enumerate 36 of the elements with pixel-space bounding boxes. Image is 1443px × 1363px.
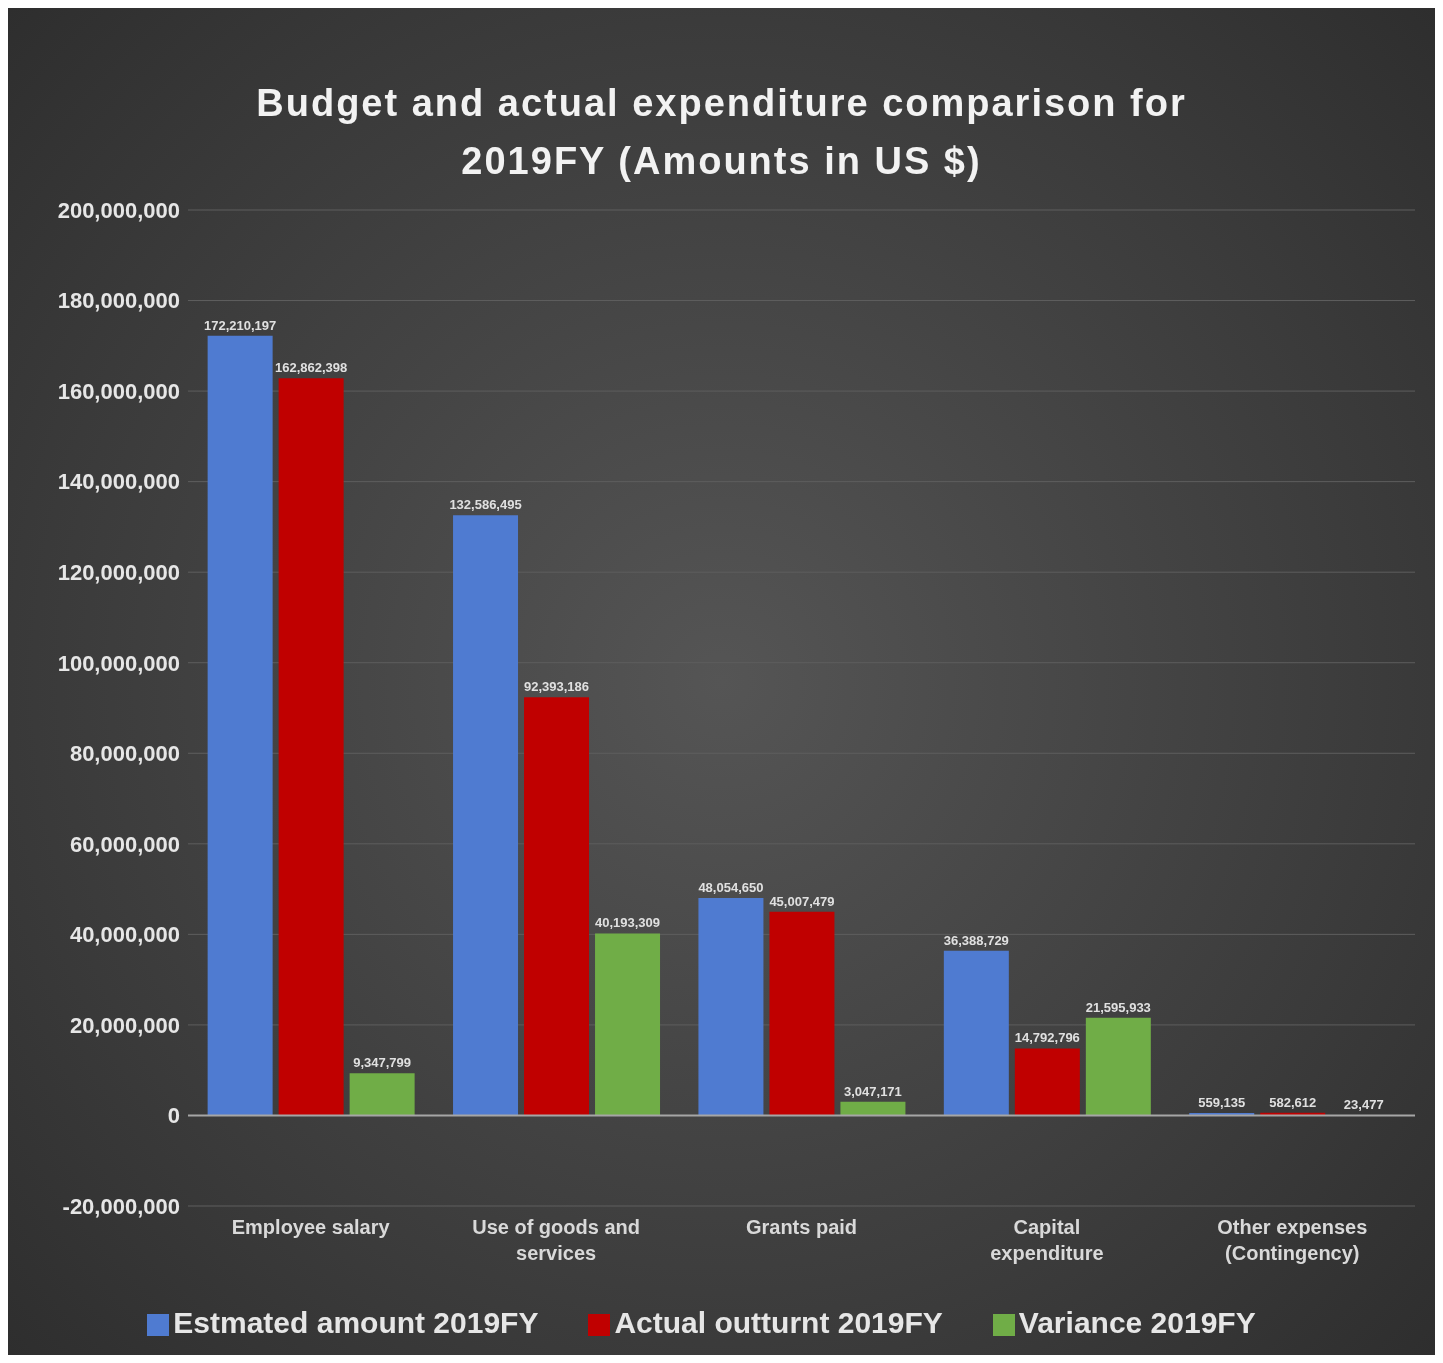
- data-label: 21,595,933: [1085, 999, 1151, 1015]
- data-label: 172,210,197: [203, 317, 277, 333]
- data-label: 3,047,171: [844, 1083, 902, 1099]
- y-tick-label: 0: [167, 1103, 180, 1129]
- data-label: 132,586,495: [449, 497, 522, 513]
- data-label: 559,135: [1198, 1094, 1246, 1110]
- x-tick-label: Employee salary: [231, 1216, 391, 1238]
- y-tick-label: -20,000,000: [62, 1193, 180, 1219]
- x-tick-label: Other expenses (Contingency): [1217, 1216, 1368, 1264]
- y-tick-label: 200,000,000: [57, 197, 180, 223]
- y-tick-label: 20,000,000: [69, 1012, 180, 1038]
- x-tick-label: Capital expenditure: [990, 1216, 1104, 1264]
- x-tick-label: Use of goods and services: [472, 1216, 640, 1264]
- y-tick-label: 100,000,000: [57, 650, 180, 676]
- legend-label: Variance 2019FY: [1018, 1306, 1256, 1339]
- y-tick-label: 160,000,000: [57, 378, 180, 404]
- data-label: 9,347,799: [353, 1055, 412, 1071]
- chart-title: Budget and actual expenditure comparison for 2019FY (Amounts in US $): [255, 81, 1188, 184]
- data-label: 45,007,479: [769, 893, 835, 909]
- data-label: 36,388,729: [943, 932, 1009, 948]
- data-label: 162,862,398: [274, 360, 348, 376]
- data-label: 92,393,186: [523, 679, 590, 695]
- y-tick-label: 80,000,000: [69, 741, 180, 767]
- data-label: 40,193,309: [594, 915, 661, 931]
- legend-label: Actual outturnt 2019FY: [614, 1306, 943, 1339]
- y-tick-label: 180,000,000: [57, 288, 180, 314]
- x-tick-label: Grants paid: [745, 1216, 858, 1238]
- legend-label: Estmated amount 2019FY: [173, 1306, 539, 1339]
- y-tick-label: 60,000,000: [69, 831, 180, 857]
- y-tick-label: 120,000,000: [57, 559, 180, 585]
- data-label: 14,792,796: [1014, 1030, 1080, 1046]
- data-label: 23,477: [1343, 1097, 1384, 1113]
- y-tick-label: 140,000,000: [57, 469, 180, 495]
- data-label: 582,612: [1269, 1094, 1317, 1110]
- data-label: 48,054,650: [698, 879, 764, 895]
- y-tick-label: 40,000,000: [69, 922, 180, 948]
